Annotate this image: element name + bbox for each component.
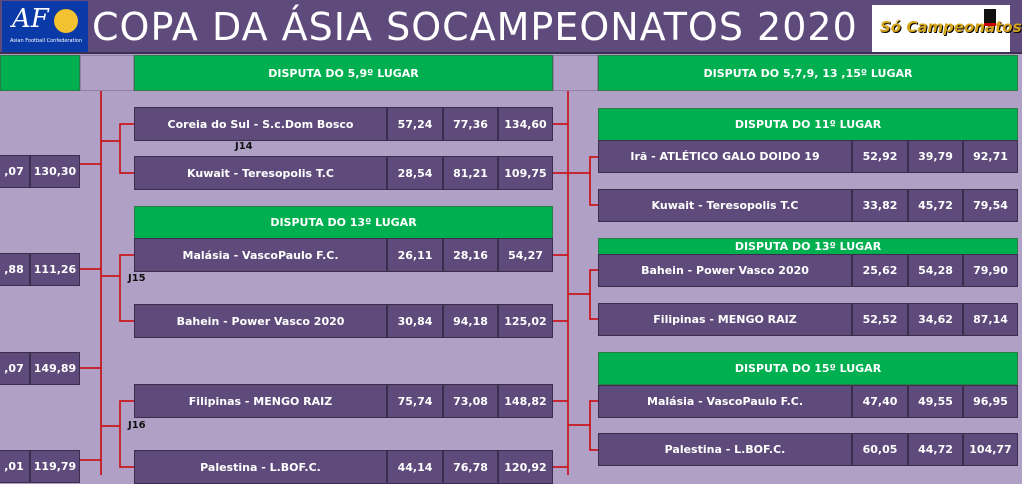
bracket-line <box>101 123 134 174</box>
score-cell: ,88 <box>0 253 30 286</box>
score-1: 47,40 <box>852 385 908 418</box>
score-2: 73,08 <box>443 384 498 418</box>
total-score: 120,92 <box>498 450 553 484</box>
total-cell: 111,26 <box>30 253 80 286</box>
total-score: 109,75 <box>498 156 553 190</box>
score-2: 54,28 <box>908 254 963 287</box>
score-1: 52,92 <box>852 140 908 173</box>
team-name: Malásia - VascoPaulo F.C. <box>598 385 852 418</box>
score-cell: ,07 <box>0 155 30 188</box>
score-2: 49,55 <box>908 385 963 418</box>
total-score: 148,82 <box>498 384 553 418</box>
total-cell: 149,89 <box>30 352 80 385</box>
team-name: Kuwait - Teresopolis T.C <box>598 189 852 222</box>
score-2: 76,78 <box>443 450 498 484</box>
team-name: Filipinas - MENGO RAIZ <box>134 384 387 418</box>
team-name: Palestina - L.BOF.C. <box>134 450 387 484</box>
total-score: 96,95 <box>963 385 1018 418</box>
spacer-cell <box>80 55 134 91</box>
bracket-line <box>568 156 598 206</box>
total-score: 104,77 <box>963 433 1018 466</box>
middle-section-header: DISPUTA DO 5,9º LUGAR <box>134 55 553 91</box>
left-section-header <box>0 55 80 91</box>
page-title: COPA DA ÁSIA SOCAMPEONATOS 2020 <box>92 5 858 49</box>
score-1: 44,14 <box>387 450 443 484</box>
middle-13-header: DISPUTA DO 13º LUGAR <box>134 206 553 239</box>
score-2: 34,62 <box>908 303 963 336</box>
total-cell: 130,30 <box>30 155 80 188</box>
afc-logo: AF Asian Football Confederation <box>2 1 88 52</box>
score-1: 75,74 <box>387 384 443 418</box>
score-2: 45,72 <box>908 189 963 222</box>
team-name: Coreia do Sul - S.c.Dom Bosco <box>134 107 387 141</box>
score-1: 33,82 <box>852 189 908 222</box>
score-1: 28,54 <box>387 156 443 190</box>
score-cell: ,01 <box>0 450 30 483</box>
score-1: 25,62 <box>852 254 908 287</box>
score-1: 26,11 <box>387 238 443 272</box>
total-score: 79,90 <box>963 254 1018 287</box>
score-1: 30,84 <box>387 304 443 338</box>
total-score: 54,27 <box>498 238 553 272</box>
score-2: 28,16 <box>443 238 498 272</box>
score-1: 60,05 <box>852 433 908 466</box>
total-score: 87,14 <box>963 303 1018 336</box>
bracket-line <box>80 163 101 461</box>
header-bar: AF Asian Football Confederation COPA DA … <box>0 0 1022 54</box>
afc-logo-subtitle: Asian Football Confederation <box>10 38 83 44</box>
score-2: 81,21 <box>443 156 498 190</box>
team-name: Filipinas - MENGO RAIZ <box>598 303 852 336</box>
team-name: Kuwait - Teresopolis T.C <box>134 156 387 190</box>
team-name: Bahein - Power Vasco 2020 <box>598 254 852 287</box>
total-score: 134,60 <box>498 107 553 141</box>
score-2: 39,79 <box>908 140 963 173</box>
right-section-header: DISPUTA DO 5,7,9, 13 ,15º LUGAR <box>598 55 1018 91</box>
total-score: 79,54 <box>963 189 1018 222</box>
score-2: 94,18 <box>443 304 498 338</box>
bracket-line <box>568 400 598 451</box>
total-score: 125,02 <box>498 304 553 338</box>
game-label: J16 <box>128 420 146 431</box>
team-name: Palestina - L.BOF.C. <box>598 433 852 466</box>
game-label: J14 <box>235 141 253 152</box>
top-hat-icon <box>984 9 996 26</box>
score-cell: ,07 <box>0 352 30 385</box>
score-2: 44,72 <box>908 433 963 466</box>
team-name: Irã - ATLÉTICO GALO DOIDO 19 <box>598 140 852 173</box>
spacer-cell <box>553 55 598 91</box>
section-header: DISPUTA DO 15º LUGAR <box>598 352 1018 385</box>
total-cell: 119,79 <box>30 450 80 483</box>
team-name: Bahein - Power Vasco 2020 <box>134 304 387 338</box>
score-1: 52,52 <box>852 303 908 336</box>
score-1: 57,24 <box>387 107 443 141</box>
bracket-line <box>101 254 134 322</box>
game-label: J15 <box>128 273 146 284</box>
score-2: 77,36 <box>443 107 498 141</box>
bracket-line <box>568 269 598 320</box>
bracket-line <box>101 400 134 468</box>
section-header: DISPUTA DO 11º LUGAR <box>598 108 1018 141</box>
total-score: 92,71 <box>963 140 1018 173</box>
team-name: Malásia - VascoPaulo F.C. <box>134 238 387 272</box>
section-header: DISPUTA DO 13º LUGAR <box>598 238 1018 255</box>
socampeonatos-logo: Só Campeonatos <box>872 5 1022 52</box>
